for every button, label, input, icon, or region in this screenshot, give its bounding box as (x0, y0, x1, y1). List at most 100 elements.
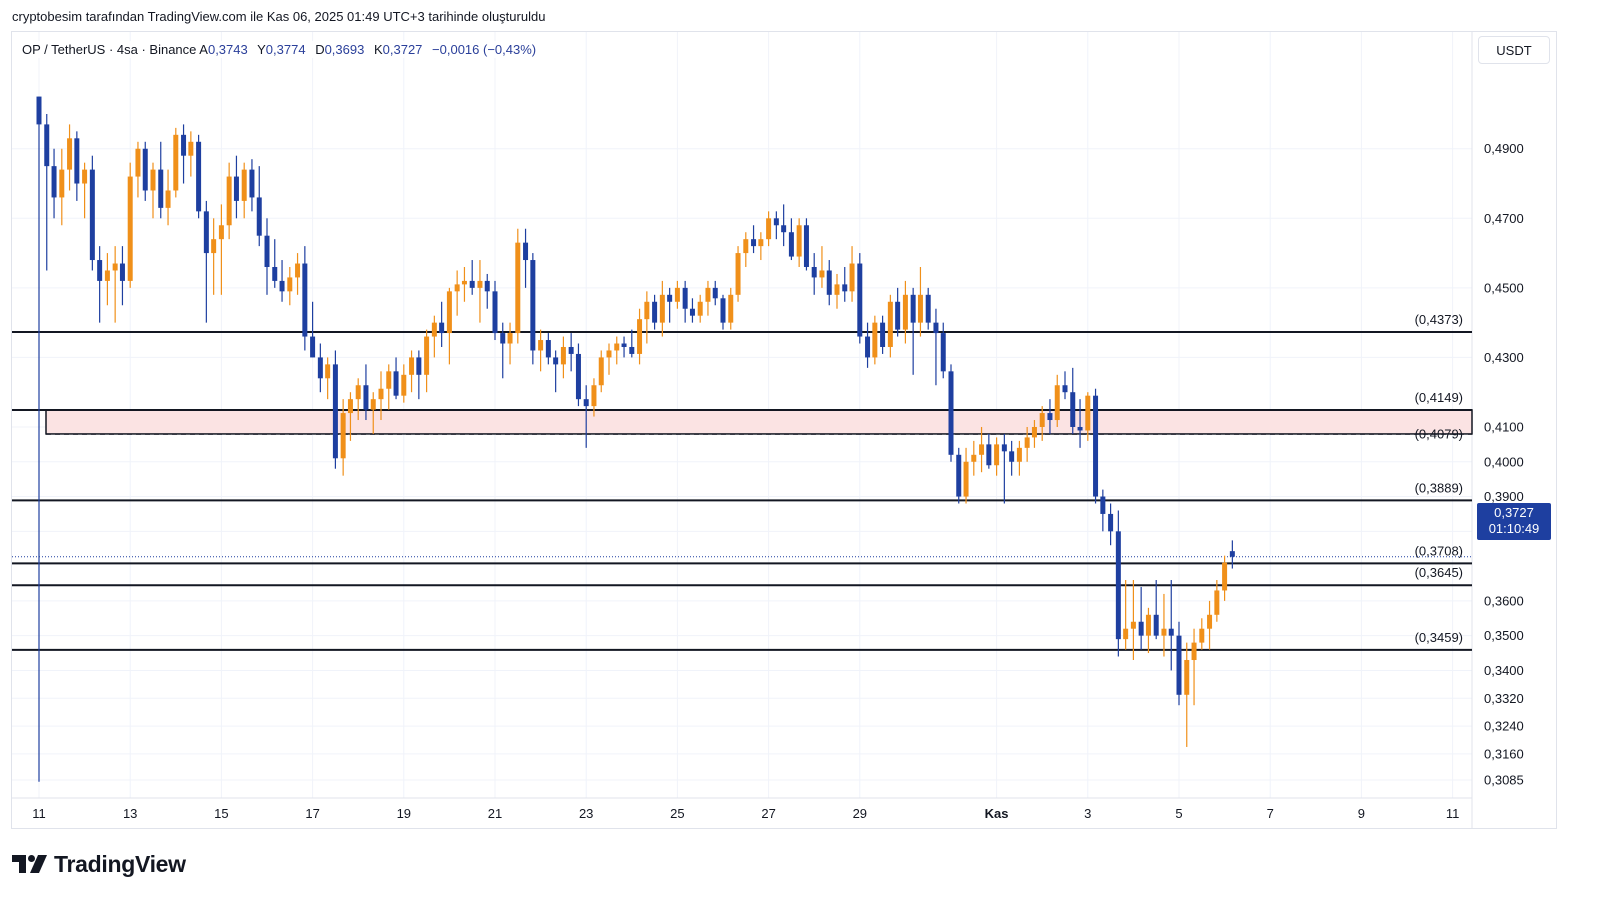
candle-body-down (575, 353, 581, 400)
candle-body-down (956, 454, 962, 497)
candle-body-down (317, 357, 323, 379)
attribution-text: cryptobesim tarafından TradingView.com i… (12, 9, 546, 24)
price-tick-label: 0,4500 (1484, 280, 1524, 295)
bar-countdown: 01:10:49 (1488, 521, 1540, 536)
candle-body-up (917, 294, 923, 323)
candle-body-down (781, 225, 787, 233)
price-tick-label: 0,3400 (1484, 663, 1524, 678)
candle-body-up (819, 270, 825, 278)
candle-body-down (279, 280, 285, 292)
candle-body-up (431, 322, 437, 337)
candle-body-up (560, 346, 566, 365)
candle-body-up (872, 322, 878, 358)
time-tick-label: 5 (1175, 806, 1182, 821)
candle-body-up (743, 239, 749, 254)
candle-body-up (796, 225, 802, 257)
candle-body-down (948, 371, 954, 455)
chart-frame (11, 31, 1557, 829)
candle-body-up (705, 287, 711, 302)
candle-body-up (758, 239, 764, 247)
candle-body-down (811, 266, 817, 278)
candle-body-down (545, 340, 551, 358)
candle-body-down (1009, 451, 1015, 462)
candle-body-down (773, 218, 779, 226)
candle-body-down (492, 291, 498, 334)
price-tick-label: 0,4900 (1484, 141, 1524, 156)
candle-body-down (1153, 614, 1159, 636)
time-tick-label: 13 (123, 806, 137, 821)
candle-body-down (751, 239, 757, 247)
price-tick-label: 0,3900 (1484, 489, 1524, 504)
candle-body-down (629, 346, 635, 354)
candle-body-down (530, 260, 536, 351)
candle-body-down (621, 343, 627, 347)
price-tick-label: 0,3500 (1484, 628, 1524, 643)
candle-body-down (1100, 496, 1106, 514)
time-tick-label: 3 (1084, 806, 1091, 821)
candle-body-up (971, 454, 977, 462)
candle-body-down (895, 301, 901, 330)
candle-body-down (302, 263, 308, 337)
price-tick-label: 0,4100 (1484, 419, 1524, 434)
currency-selector[interactable]: USDT (1478, 36, 1550, 64)
candle-body-down (196, 141, 202, 212)
close-value: 0,3727 (382, 42, 423, 57)
candle-body-down (682, 287, 688, 309)
candle-body-down (857, 263, 863, 337)
candle-body-up (1130, 621, 1136, 629)
candle-body-down (249, 169, 255, 198)
candle-body-up (606, 350, 612, 358)
time-tick-label: 29 (853, 806, 867, 821)
candle-body-down (667, 294, 673, 302)
candle-body-up (538, 340, 544, 351)
candle-body-down (803, 225, 809, 267)
candle-body-up (211, 239, 217, 254)
time-tick-label: 21 (488, 806, 502, 821)
candle-body-down (500, 333, 506, 344)
symbol-name: OP / TetherUS · 4sa · Binance (22, 42, 197, 57)
candle-body-up (135, 148, 141, 177)
open-label: A (199, 42, 208, 57)
candle-body-down (865, 336, 871, 358)
candle-body-up (1016, 447, 1022, 462)
candle-body-down (1047, 413, 1053, 421)
candle-body-up (834, 284, 840, 295)
candle-body-down (484, 280, 490, 292)
candle-body-down (1062, 385, 1068, 393)
candle-body-up (165, 190, 171, 208)
candle-body-down (1093, 395, 1099, 497)
level-label: (0,4373) (1415, 312, 1463, 327)
price-tick-label: 0,3320 (1484, 691, 1524, 706)
candle-body-down (233, 176, 239, 201)
price-tick-label: 0,3160 (1484, 746, 1524, 761)
candle-body-down (1176, 635, 1182, 695)
candle-body-up (849, 263, 855, 292)
candle-body-up (355, 385, 361, 400)
candle-body-down (74, 138, 80, 184)
high-label: Y (257, 42, 266, 57)
candle-body-up (127, 176, 133, 281)
price-axis: 0,4900 0,4700 0,4500 0,4300 0,4100 0,4000 0,39… (1484, 141, 1524, 787)
candle-body-up (59, 169, 65, 198)
candle-body-down (272, 266, 278, 281)
last-price-value: 0,3727 (1494, 505, 1534, 520)
candle-body-down (910, 294, 916, 323)
resistance-zone: (0,4079) (45, 409, 1473, 441)
candle-body-up (644, 301, 650, 320)
candle-body-up (1199, 628, 1205, 643)
tradingview-logo[interactable]: TradingView (12, 850, 186, 878)
candle-body-down (925, 294, 931, 323)
candle-body-down (788, 232, 794, 257)
candle-body-down (393, 371, 399, 396)
candle-body-down (1077, 426, 1083, 431)
candle-body-up (477, 280, 483, 288)
time-tick-label: 11 (32, 806, 46, 821)
candle-body-up (454, 284, 460, 292)
low-label: D (315, 42, 325, 57)
candle-body-up (1161, 628, 1167, 636)
price-tick-label: 0,3240 (1484, 719, 1524, 734)
price-tick-label: 0,4700 (1484, 211, 1524, 226)
time-tick-label: 9 (1358, 806, 1365, 821)
candle-body-down (310, 336, 316, 358)
